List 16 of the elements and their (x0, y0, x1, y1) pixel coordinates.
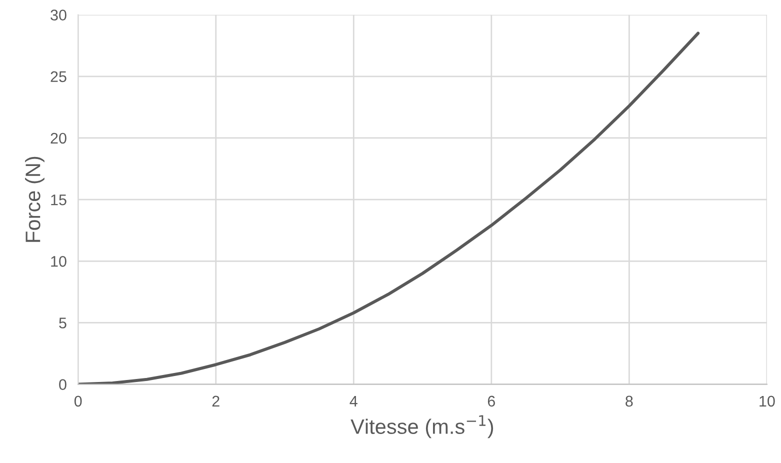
y-tick-label: 25 (50, 71, 66, 82)
x-tick-label: 0 (74, 396, 82, 407)
y-tick-label: 20 (50, 132, 66, 144)
x-tick-label: 6 (488, 396, 495, 407)
x-axis-title: Vitesse (m.s$^{−1}$) (350, 415, 494, 438)
x-tick-label: 10 (760, 396, 775, 407)
y-tick-label: 5 (59, 318, 66, 328)
y-tick-label: 10 (51, 256, 66, 267)
y-tick-label: 0 (59, 379, 66, 390)
x-tick-label: 2 (212, 396, 220, 406)
y-tick-label: 30 (50, 10, 66, 20)
x-tick-label: 4 (350, 396, 358, 406)
x-tick-label: 8 (626, 396, 633, 407)
y-tick-label: 15 (51, 194, 66, 206)
y-axis-title: Force (N) (25, 156, 44, 242)
line-series (78, 32, 700, 384)
